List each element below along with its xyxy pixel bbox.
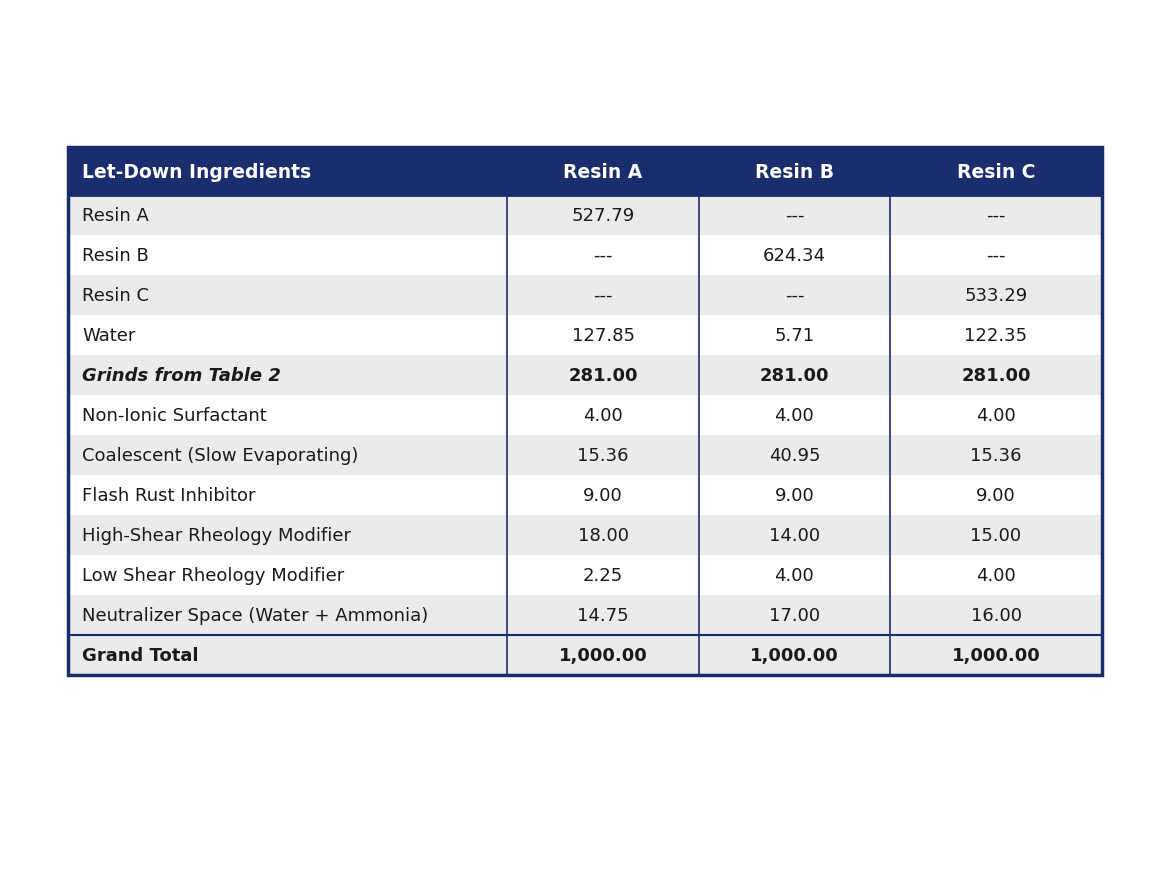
Bar xyxy=(68,436,1102,475)
Text: ---: --- xyxy=(986,207,1006,225)
Text: ---: --- xyxy=(986,246,1006,265)
Text: Low Shear Rheology Modifier: Low Shear Rheology Modifier xyxy=(82,567,344,584)
Bar xyxy=(68,516,1102,555)
Bar xyxy=(68,316,1102,355)
Text: 281.00: 281.00 xyxy=(569,367,638,384)
Text: 281.00: 281.00 xyxy=(962,367,1031,384)
Text: 16.00: 16.00 xyxy=(971,606,1021,624)
Text: 1,000.00: 1,000.00 xyxy=(750,646,839,664)
Bar xyxy=(68,148,1102,675)
Text: Resin B: Resin B xyxy=(755,162,834,182)
Bar xyxy=(68,595,1102,635)
Text: 127.85: 127.85 xyxy=(572,326,634,345)
Text: 5.71: 5.71 xyxy=(775,326,814,345)
Text: 15.36: 15.36 xyxy=(970,446,1021,465)
Text: 9.00: 9.00 xyxy=(976,487,1016,504)
Bar xyxy=(68,555,1102,595)
Text: 281.00: 281.00 xyxy=(759,367,830,384)
Bar xyxy=(68,396,1102,436)
Text: ---: --- xyxy=(785,207,804,225)
Text: 14.75: 14.75 xyxy=(577,606,629,624)
Text: 624.34: 624.34 xyxy=(763,246,826,265)
Text: 14.00: 14.00 xyxy=(769,526,820,545)
Text: Resin C: Resin C xyxy=(82,287,149,304)
Text: Resin C: Resin C xyxy=(957,162,1035,182)
Text: 4.00: 4.00 xyxy=(583,407,622,424)
Bar xyxy=(68,236,1102,275)
Text: 122.35: 122.35 xyxy=(964,326,1027,345)
Text: 17.00: 17.00 xyxy=(769,606,820,624)
Text: Neutralizer Space (Water + Ammonia): Neutralizer Space (Water + Ammonia) xyxy=(82,606,428,624)
Text: Flash Rust Inhibitor: Flash Rust Inhibitor xyxy=(82,487,255,504)
Text: Resin A: Resin A xyxy=(564,162,642,182)
Bar xyxy=(68,196,1102,236)
Bar xyxy=(68,475,1102,516)
Text: Let-Down Ingredients: Let-Down Ingredients xyxy=(82,162,311,182)
Text: 1,000.00: 1,000.00 xyxy=(951,646,1040,664)
Text: ---: --- xyxy=(785,287,804,304)
Text: Grinds from Table 2: Grinds from Table 2 xyxy=(82,367,281,384)
Text: 533.29: 533.29 xyxy=(964,287,1027,304)
Text: Non-Ionic Surfactant: Non-Ionic Surfactant xyxy=(82,407,267,424)
Text: High-Shear Rheology Modifier: High-Shear Rheology Modifier xyxy=(82,526,351,545)
Text: 40.95: 40.95 xyxy=(769,446,820,465)
Text: 9.00: 9.00 xyxy=(775,487,814,504)
Text: 2.25: 2.25 xyxy=(583,567,624,584)
Text: 1,000.00: 1,000.00 xyxy=(559,646,647,664)
Text: Coalescent (Slow Evaporating): Coalescent (Slow Evaporating) xyxy=(82,446,358,465)
Text: 18.00: 18.00 xyxy=(578,526,628,545)
Text: 4.00: 4.00 xyxy=(976,407,1016,424)
Text: 4.00: 4.00 xyxy=(976,567,1016,584)
Text: 15.00: 15.00 xyxy=(970,526,1021,545)
Text: 15.36: 15.36 xyxy=(577,446,628,465)
Text: Resin A: Resin A xyxy=(82,207,149,225)
Text: 9.00: 9.00 xyxy=(583,487,622,504)
Bar xyxy=(68,275,1102,316)
Text: 4.00: 4.00 xyxy=(775,567,814,584)
Text: Grand Total: Grand Total xyxy=(82,646,199,664)
Text: 527.79: 527.79 xyxy=(571,207,634,225)
Text: Water: Water xyxy=(82,326,136,345)
Text: ---: --- xyxy=(593,246,613,265)
Bar xyxy=(68,148,1102,196)
Text: Resin B: Resin B xyxy=(82,246,149,265)
Text: ---: --- xyxy=(593,287,613,304)
Bar xyxy=(68,635,1102,675)
Text: 4.00: 4.00 xyxy=(775,407,814,424)
Bar xyxy=(68,355,1102,396)
